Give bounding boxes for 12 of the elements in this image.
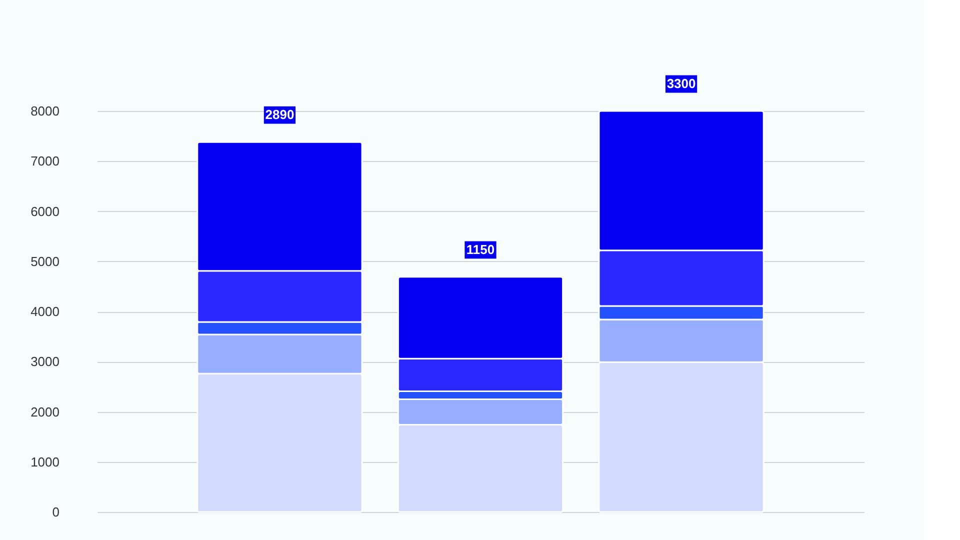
y-tick-label: 5000	[30, 254, 60, 269]
y-tick-label: 1000	[30, 454, 60, 470]
y-tick-label: 0	[52, 504, 60, 520]
y-tick-label: 2000	[30, 404, 60, 420]
y-tick-label: 3000	[30, 354, 60, 370]
annotation: 2890	[265, 107, 294, 122]
annotation: 1150	[466, 242, 495, 257]
y-tick-label: 7000	[30, 154, 60, 169]
annotation: 3300	[666, 76, 696, 91]
y-tick-label: 8000	[30, 104, 60, 118]
y-tick-label: 6000	[30, 204, 60, 219]
y-tick-label: 4000	[30, 304, 60, 319]
